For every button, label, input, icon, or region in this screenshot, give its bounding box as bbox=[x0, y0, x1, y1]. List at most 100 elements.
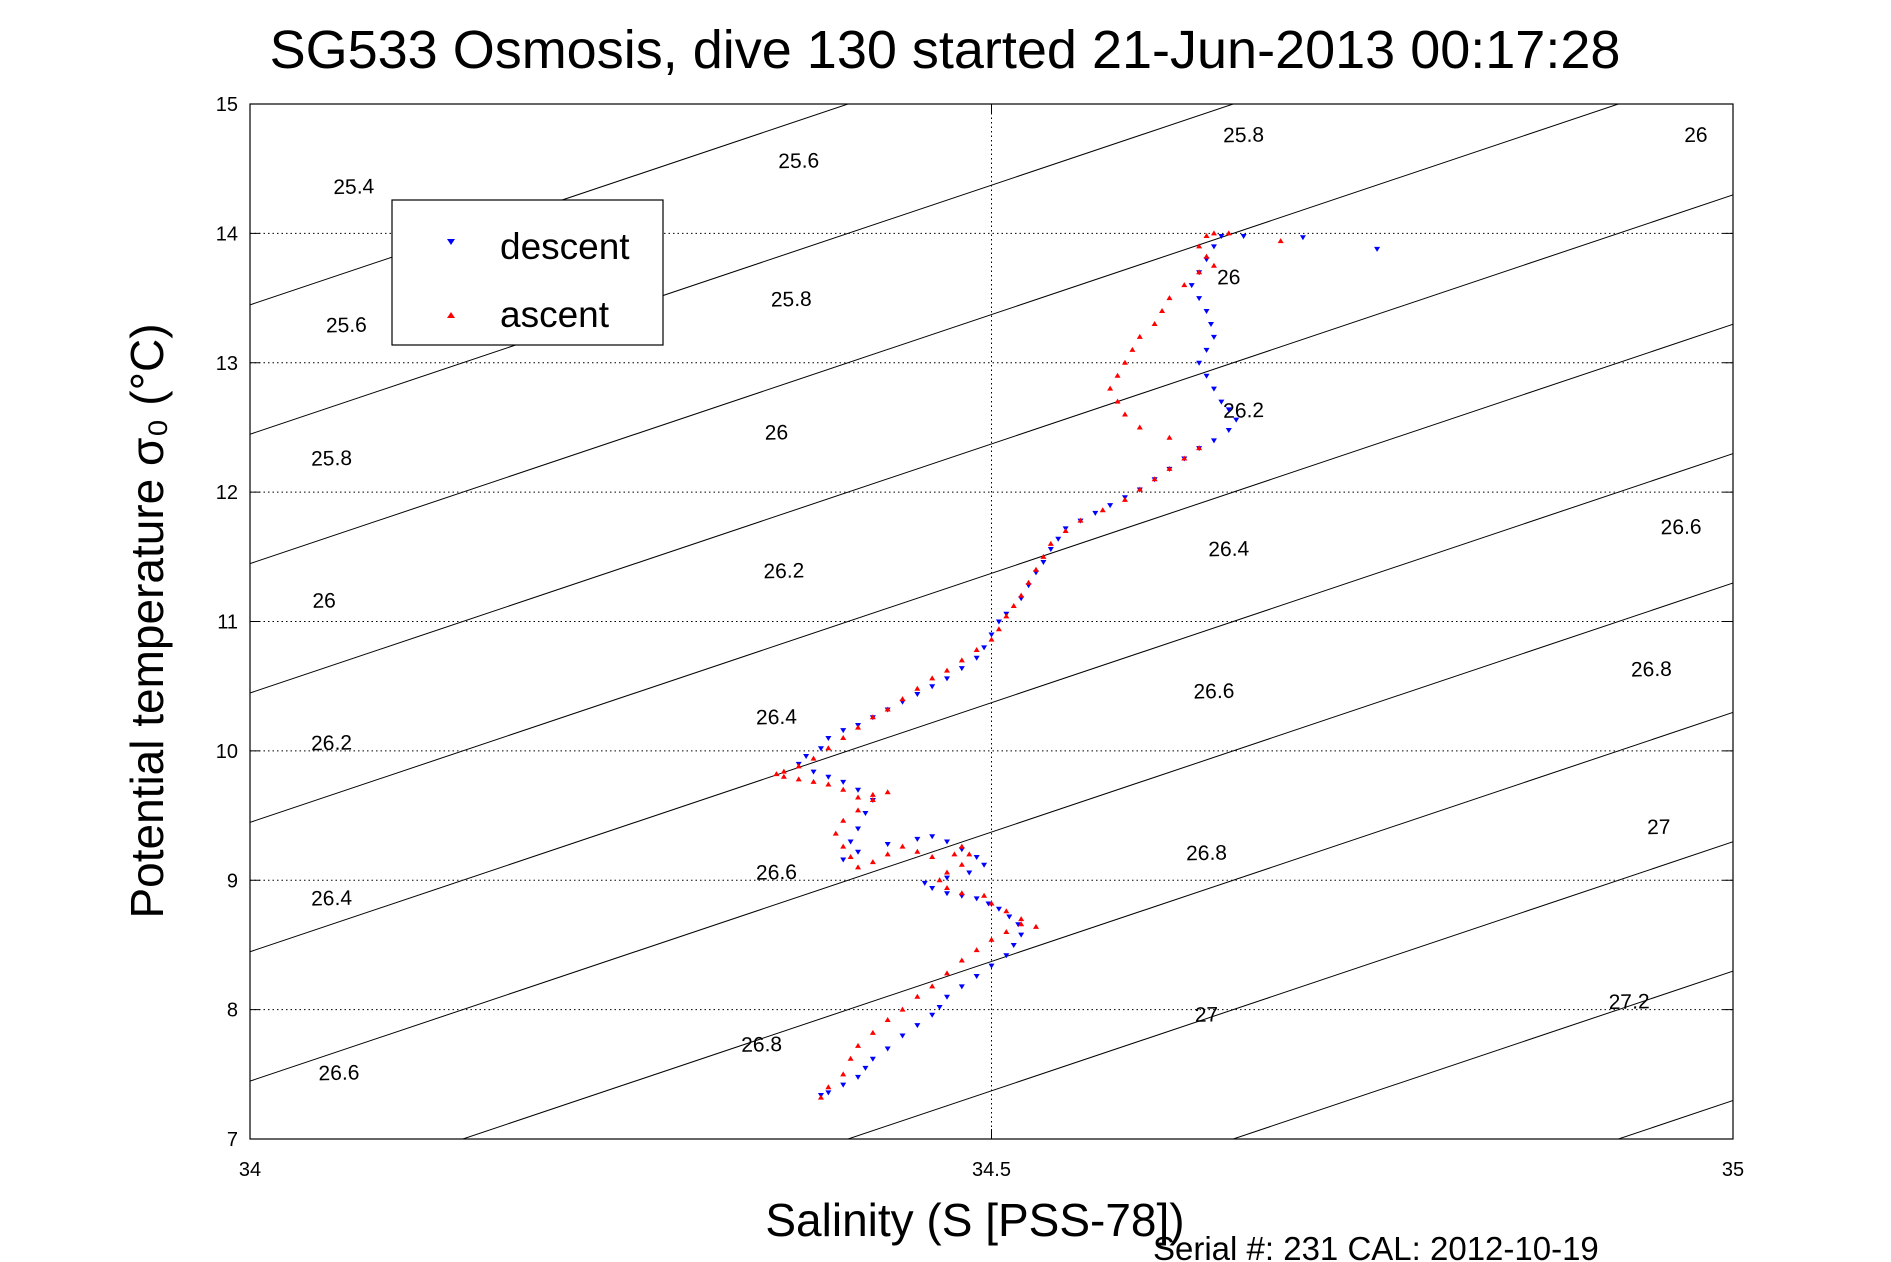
ascent-point bbox=[1018, 921, 1025, 927]
x-tick-label: 34 bbox=[239, 1159, 261, 1181]
ascent-point bbox=[1032, 923, 1039, 929]
y-tick-label: 11 bbox=[217, 612, 238, 634]
ascent-point bbox=[995, 626, 1002, 632]
y-tick-label: 8 bbox=[227, 1000, 238, 1022]
isopycnal-label: 26.8 bbox=[1186, 841, 1227, 865]
descent-point bbox=[840, 857, 847, 863]
ascent-point bbox=[1181, 455, 1188, 461]
y-tick-label: 10 bbox=[216, 741, 238, 763]
ascent-point bbox=[973, 947, 980, 953]
legend-ascent-label: ascent bbox=[500, 294, 610, 335]
ascent-point bbox=[899, 843, 906, 849]
descent-point bbox=[855, 787, 862, 793]
ascent-point bbox=[958, 861, 965, 867]
descent-point bbox=[981, 862, 988, 868]
ascent-point bbox=[1159, 308, 1166, 313]
ascent-point bbox=[855, 724, 862, 730]
ascent-point bbox=[1181, 282, 1188, 288]
descent-point bbox=[973, 973, 980, 979]
ascent-point bbox=[914, 993, 921, 999]
y-tick-label: 13 bbox=[216, 353, 238, 375]
isopycnal-line bbox=[1231, 970, 1733, 1139]
ascent-point bbox=[847, 853, 854, 859]
ascent-point bbox=[899, 696, 906, 702]
ascent-point bbox=[780, 773, 787, 779]
descent-point bbox=[973, 655, 980, 661]
ascent-point bbox=[1062, 527, 1069, 533]
ascent-point bbox=[855, 864, 862, 870]
ascent-point bbox=[1003, 908, 1010, 914]
ascent-point bbox=[958, 657, 965, 663]
data-points bbox=[773, 230, 1381, 1100]
ascent-point bbox=[1203, 232, 1210, 238]
descent-point bbox=[1010, 942, 1017, 948]
descent-point bbox=[840, 779, 847, 785]
isopycnal-label: 26.2 bbox=[763, 559, 804, 583]
isopycnal-label: 27 bbox=[1647, 816, 1671, 840]
ascent-point bbox=[914, 848, 921, 854]
ascent-point bbox=[1121, 411, 1128, 417]
descent-point bbox=[995, 619, 1002, 625]
descent-point bbox=[1203, 309, 1210, 314]
legend-descent-label: descent bbox=[500, 226, 630, 267]
ascent-point bbox=[1136, 486, 1143, 492]
descent-point bbox=[1018, 932, 1025, 938]
descent-point bbox=[929, 886, 936, 892]
isopycnal-label: 26.6 bbox=[756, 861, 797, 885]
ascent-point bbox=[1032, 566, 1039, 572]
ascent-point bbox=[1196, 243, 1203, 249]
descent-point bbox=[958, 666, 965, 672]
descent-point bbox=[862, 810, 869, 816]
descent-point bbox=[914, 691, 921, 697]
descent-point bbox=[817, 746, 824, 752]
isopycnal-line bbox=[461, 711, 1733, 1139]
ascent-point bbox=[973, 646, 980, 652]
ascent-point bbox=[840, 786, 847, 792]
descent-point bbox=[825, 1090, 832, 1096]
descent-point bbox=[929, 1012, 936, 1018]
isopycnal-label: 26.6 bbox=[1193, 680, 1234, 704]
descent-point bbox=[1299, 235, 1306, 241]
ascent-point bbox=[869, 797, 876, 803]
y-tick-label: 15 bbox=[216, 94, 238, 116]
ascent-point bbox=[810, 778, 817, 784]
descent-point bbox=[1374, 246, 1381, 252]
isopycnal-label: 25.8 bbox=[1223, 123, 1264, 147]
ascent-point bbox=[825, 1084, 832, 1090]
descent-point bbox=[1015, 922, 1022, 928]
descent-point bbox=[1240, 233, 1247, 239]
ascent-point bbox=[944, 667, 951, 673]
y-tick-label: 14 bbox=[216, 223, 238, 245]
ascent-point bbox=[958, 890, 965, 896]
ascent-point bbox=[929, 983, 936, 989]
x-axis-ticks: 34 34.5 35 bbox=[239, 104, 1744, 1181]
descent-point bbox=[869, 1056, 876, 1062]
ascent-point bbox=[884, 851, 891, 857]
ascent-point bbox=[1151, 320, 1158, 326]
descent-point bbox=[1196, 296, 1203, 302]
ascent-point bbox=[1210, 262, 1217, 268]
descent-point bbox=[958, 984, 965, 990]
legend: descent ascent bbox=[391, 199, 664, 346]
grid bbox=[250, 104, 1733, 1139]
y-tick-label: 12 bbox=[216, 482, 238, 504]
ascent-point bbox=[1003, 929, 1010, 934]
ascent-point bbox=[1003, 613, 1010, 619]
ascent-point bbox=[840, 843, 847, 849]
ascent-point bbox=[1047, 540, 1054, 546]
ascent-point bbox=[1129, 346, 1136, 352]
density-contours bbox=[250, 104, 1733, 1139]
x-tick-label: 35 bbox=[1722, 1159, 1744, 1181]
x-axis-label: Salinity (S [PSS-78]) bbox=[765, 1194, 1184, 1246]
ascent-point bbox=[884, 789, 891, 795]
descent-point bbox=[981, 645, 988, 651]
isopycnal-label: 26.8 bbox=[1631, 658, 1672, 682]
ascent-point bbox=[1166, 434, 1173, 440]
descent-point bbox=[1210, 244, 1217, 250]
ascent-point bbox=[1114, 372, 1121, 378]
descent-point bbox=[899, 1033, 906, 1039]
y-axis-label: Potential temperature σ₀ (°C) bbox=[121, 323, 173, 918]
descent-point bbox=[1203, 373, 1210, 379]
ascent-point bbox=[1018, 592, 1025, 598]
